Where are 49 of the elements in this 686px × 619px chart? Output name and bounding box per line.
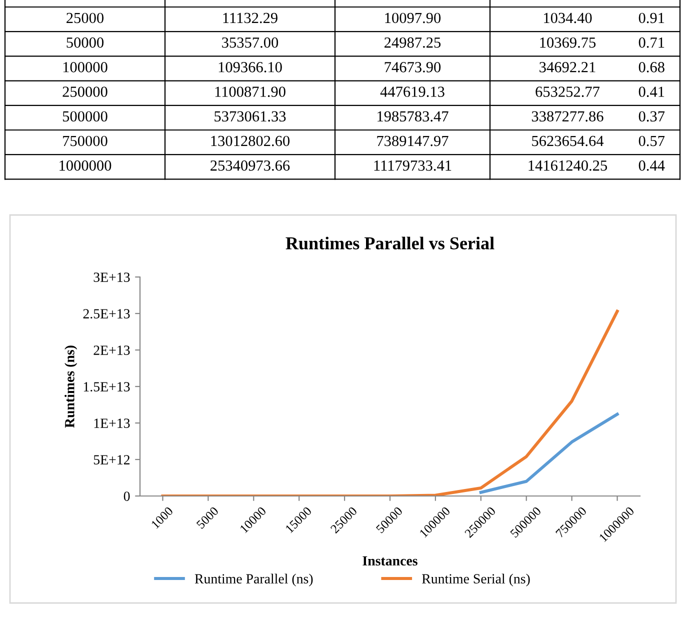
line-series	[161, 310, 619, 496]
line-series	[479, 412, 619, 494]
text: 1985783.47	[378, 111, 448, 122]
text: 11179733.41	[374, 160, 452, 171]
text: 0.71	[638, 37, 664, 48]
text: 1000000	[60, 160, 112, 171]
text: 14161240.25	[528, 160, 608, 171]
text: 50000	[66, 37, 104, 48]
y-tick-label: 0	[124, 492, 130, 501]
text: 447619.13	[380, 86, 444, 97]
text: 0.41	[638, 86, 664, 97]
text: 74673.90	[384, 62, 441, 72]
text: 5623654.64	[532, 136, 604, 146]
text: 750000	[63, 136, 108, 146]
y-tick-label: 1E+13	[94, 418, 130, 428]
text: 0.68	[638, 62, 664, 72]
text: 1034.40	[544, 12, 592, 24]
y-tick-label: 3E+13	[94, 272, 130, 282]
text: 34692.21	[540, 62, 596, 72]
text: 0.44	[638, 160, 665, 171]
y-tick-label: 5E+12	[94, 455, 130, 464]
text: 11132.29	[223, 12, 278, 24]
y-tick-label: 1.5E+13	[84, 382, 130, 392]
text: 3387277.86	[532, 111, 604, 122]
text: 100000	[63, 62, 108, 72]
x-axis-title: Instances	[362, 556, 418, 566]
text: 13012802.60	[211, 136, 290, 146]
legend-label: Runtime Parallel (ns)	[194, 574, 313, 586]
y-axis-title: Runtimes (ns)	[64, 346, 78, 428]
text: 0.91	[638, 12, 664, 24]
text: 109366.10	[218, 62, 282, 72]
text: 10097.90	[385, 12, 441, 24]
text: 5373061.33	[214, 111, 286, 122]
text: 653252.77	[536, 86, 600, 97]
text: 250000	[62, 86, 108, 97]
text: 500000	[62, 111, 108, 122]
chart-title: Runtimes Parallel vs Serial	[286, 236, 494, 250]
text: 35357.00	[222, 37, 278, 48]
text: 25000	[66, 12, 104, 24]
text: 0.37	[638, 111, 665, 122]
text: 10369.75	[540, 37, 596, 48]
text: 24987.25	[384, 37, 441, 48]
text: 25340973.66	[210, 160, 290, 171]
legend-label: Runtime Serial (ns)	[422, 574, 530, 586]
text: 7389147.97	[377, 136, 448, 146]
text: 1100871.90	[215, 86, 286, 97]
y-tick-label: 2.5E+13	[83, 309, 130, 319]
text: 0.57	[638, 136, 665, 146]
y-tick-label: 2E+13	[94, 346, 130, 355]
